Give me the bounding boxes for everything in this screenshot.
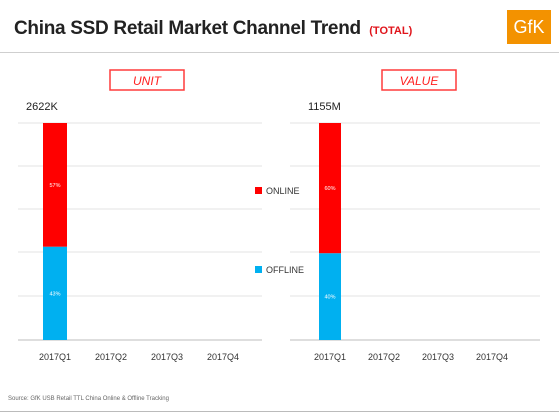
bar-0-online-0 [43, 123, 67, 247]
tick-label-0-2: 2017Q3 [151, 352, 183, 362]
bar-1-offline-0 [319, 253, 341, 340]
header-divider [0, 52, 559, 53]
chart-title-badge-1 [381, 69, 457, 91]
tick-label-0-3: 2017Q4 [207, 352, 239, 362]
legend-label-online: ONLINE [266, 186, 300, 196]
page-subtitle: (TOTAL) [369, 25, 413, 37]
chart-title-0: UNIT [133, 74, 163, 88]
page-title: China SSD Retail Market Channel Trend [14, 18, 361, 39]
chart-title-1: VALUE [400, 74, 440, 88]
chart-canvas: UNIT 2622K 43% 57% 2017Q1 2017Q2 2017Q3 2017Q4 V… [18, 69, 540, 362]
legend-swatch-offline [255, 266, 262, 273]
bar-label-0-offline-0: 43% [49, 291, 60, 297]
gfk-logo: GfK [507, 10, 551, 44]
tick-label-0-1: 2017Q2 [95, 352, 127, 362]
tick-label-1-0: 2017Q1 [314, 352, 346, 362]
title-row: China SSD Retail Market Channel Trend (T… [14, 18, 412, 40]
bottom-border [0, 411, 559, 412]
tick-label-1-3: 2017Q4 [476, 352, 508, 362]
legend-swatch-online [255, 187, 262, 194]
source-note: Source: GfK USB Retail TTL China Online … [8, 396, 169, 402]
legend-label-offline: OFFLINE [266, 265, 304, 275]
total-label-0: 2622K [26, 101, 58, 113]
tick-label-1-1: 2017Q2 [368, 352, 400, 362]
tick-label-1-2: 2017Q3 [422, 352, 454, 362]
tick-label-0-0: 2017Q1 [39, 352, 71, 362]
bar-label-1-online-0: 60% [324, 186, 335, 192]
bar-label-0-online-0: 57% [49, 183, 60, 189]
bar-label-1-offline-0: 40% [324, 295, 335, 301]
chart-title-badge-0 [109, 69, 185, 91]
bar-1-online-0 [319, 123, 341, 254]
bar-0-offline-0 [43, 246, 67, 340]
total-label-1: 1155M [308, 101, 341, 113]
